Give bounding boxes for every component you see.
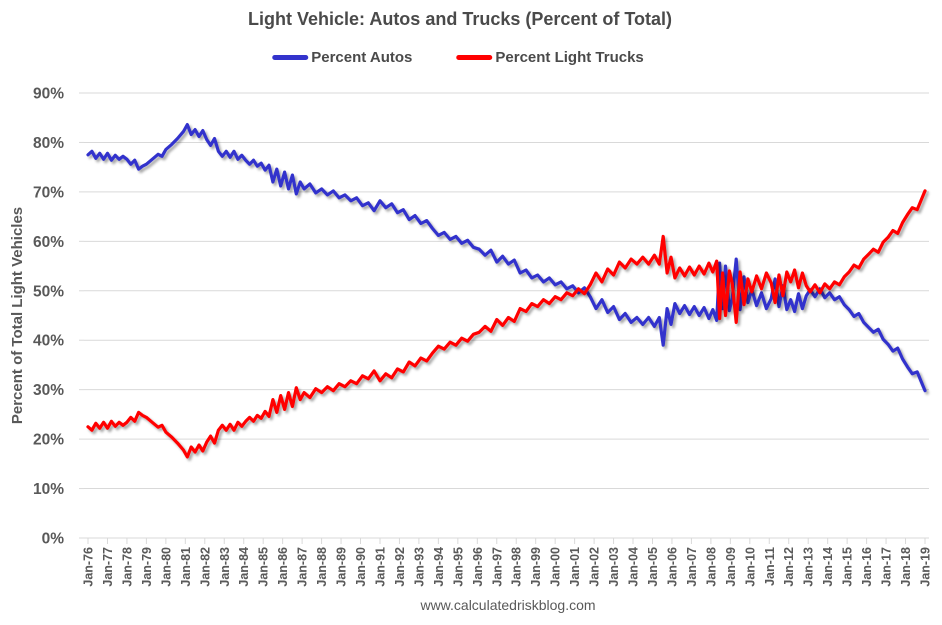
x-tick-label: Jan-83 — [218, 547, 232, 587]
x-tick-label: Jan-13 — [802, 547, 816, 587]
x-tick-label: Jan-87 — [296, 547, 310, 587]
x-tick-label: Jan-11 — [763, 547, 777, 586]
autos-line — [86, 123, 927, 393]
y-tick-label: 30% — [33, 382, 64, 399]
x-tick-label: Jan-09 — [724, 547, 738, 587]
x-tick-label: Jan-85 — [257, 547, 271, 587]
x-tick-label: Jan-92 — [393, 547, 407, 587]
y-tick-label: 90% — [33, 86, 64, 103]
x-tick-label: Jan-95 — [451, 547, 465, 587]
x-tick-label: Jan-99 — [529, 547, 543, 587]
trucks-line — [86, 189, 927, 459]
y-tick-label: 60% — [33, 234, 64, 251]
x-tick-label: Jan-04 — [627, 547, 641, 587]
x-tick-label: Jan-98 — [510, 547, 524, 587]
x-tick-label: Jan-88 — [315, 547, 329, 587]
y-tick-label: 10% — [33, 481, 64, 498]
x-tick-label: Jan-12 — [782, 547, 796, 587]
x-tick-label: Jan-06 — [665, 547, 679, 587]
x-tick-label: Jan-16 — [860, 547, 874, 587]
autos-line-swatch-icon — [272, 55, 309, 60]
x-tick-label: Jan-78 — [120, 547, 134, 587]
x-tick-label: Jan-17 — [880, 547, 894, 587]
x-tick-label: Jan-80 — [159, 547, 173, 587]
legend-item-autos: Percent Autos — [272, 49, 412, 66]
y-tick-label: 20% — [33, 432, 64, 449]
trucks-line-swatch-icon — [456, 55, 493, 60]
x-tick-label: Jan-01 — [568, 547, 582, 587]
y-tick-label: 80% — [33, 135, 64, 152]
x-tick-label: Jan-07 — [685, 547, 699, 587]
x-tick-label: Jan-10 — [743, 547, 757, 587]
x-tick-label: Jan-02 — [588, 547, 602, 587]
x-tick-label: Jan-93 — [412, 547, 426, 587]
x-tick-label: Jan-84 — [237, 547, 251, 587]
x-tick-label: Jan-82 — [198, 547, 212, 587]
x-tick-label: Jan-77 — [101, 547, 115, 587]
x-tick-label: Jan-14 — [821, 547, 835, 587]
x-tick-label: Jan-08 — [704, 547, 718, 587]
x-tick-label: Jan-81 — [179, 547, 193, 587]
x-tick-label: Jan-79 — [140, 547, 154, 587]
x-tick-label: Jan-91 — [373, 547, 387, 587]
x-tick-label: Jan-86 — [276, 547, 290, 587]
x-tick-label: Jan-18 — [899, 547, 913, 587]
y-axis-title: Percent of Total Light Vehicles — [9, 207, 26, 424]
chart-title: Light Vehicle: Autos and Trucks (Percent… — [247, 9, 673, 29]
x-tick-label: Jan-94 — [432, 547, 446, 587]
x-tick-label: Jan-15 — [841, 547, 855, 587]
y-tick-label: 50% — [33, 283, 64, 300]
x-tick-label: Jan-96 — [471, 547, 485, 587]
legend-label-autos: Percent Autos — [311, 49, 413, 66]
x-tick-label: Jan-97 — [490, 547, 504, 587]
x-tick-label: Jan-19 — [919, 547, 933, 587]
x-tick-label: Jan-00 — [549, 547, 563, 587]
legend-item-light-trucks: Percent Light Trucks — [456, 49, 644, 66]
legend-label-light-trucks: Percent Light Trucks — [495, 49, 644, 66]
x-tick-label: Jan-90 — [354, 547, 368, 587]
legend: Percent Autos Percent Light Trucks — [272, 49, 644, 66]
x-tick-label: Jan-03 — [607, 547, 621, 587]
y-tick-label: 0% — [42, 531, 65, 548]
source-url: www.calculatedriskblog.com — [420, 597, 596, 613]
y-tick-label: 70% — [33, 184, 64, 201]
x-tick-label: Jan-89 — [335, 547, 349, 587]
x-tick-label: Jan-05 — [646, 547, 660, 587]
y-tick-label: 40% — [33, 333, 64, 350]
x-tick-label: Jan-76 — [82, 547, 96, 587]
